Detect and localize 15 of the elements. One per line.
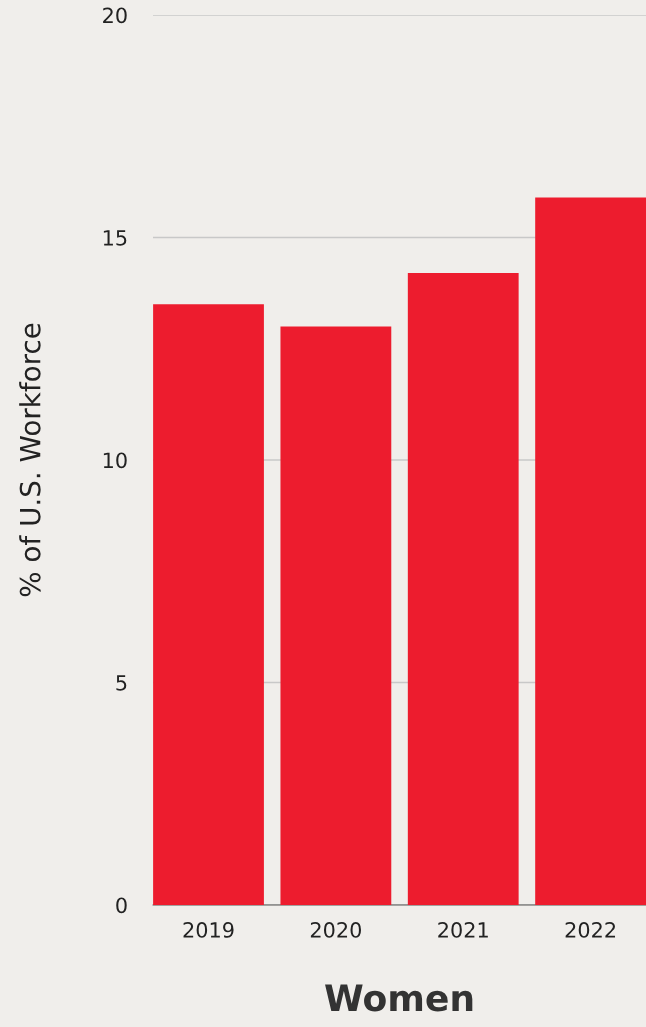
y-tick-label: 20 xyxy=(103,7,127,24)
y-tick-label: 5 xyxy=(116,675,127,691)
y-tick-label: 10 xyxy=(103,452,127,469)
bar xyxy=(153,304,264,905)
y-axis-title: % of U.S. Workforce xyxy=(19,323,41,597)
x-axis-title: Women xyxy=(325,984,473,1012)
x-tick-label: 2019 xyxy=(183,922,234,938)
y-tick-label: 0 xyxy=(116,897,127,914)
x-tick-label: 2021 xyxy=(438,922,488,938)
y-tick-label: 15 xyxy=(103,230,127,246)
bar xyxy=(535,197,646,905)
bar xyxy=(407,273,519,905)
x-tick-label: 2020 xyxy=(310,922,361,938)
bar xyxy=(280,326,392,905)
x-tick-label: 2022 xyxy=(565,922,616,938)
